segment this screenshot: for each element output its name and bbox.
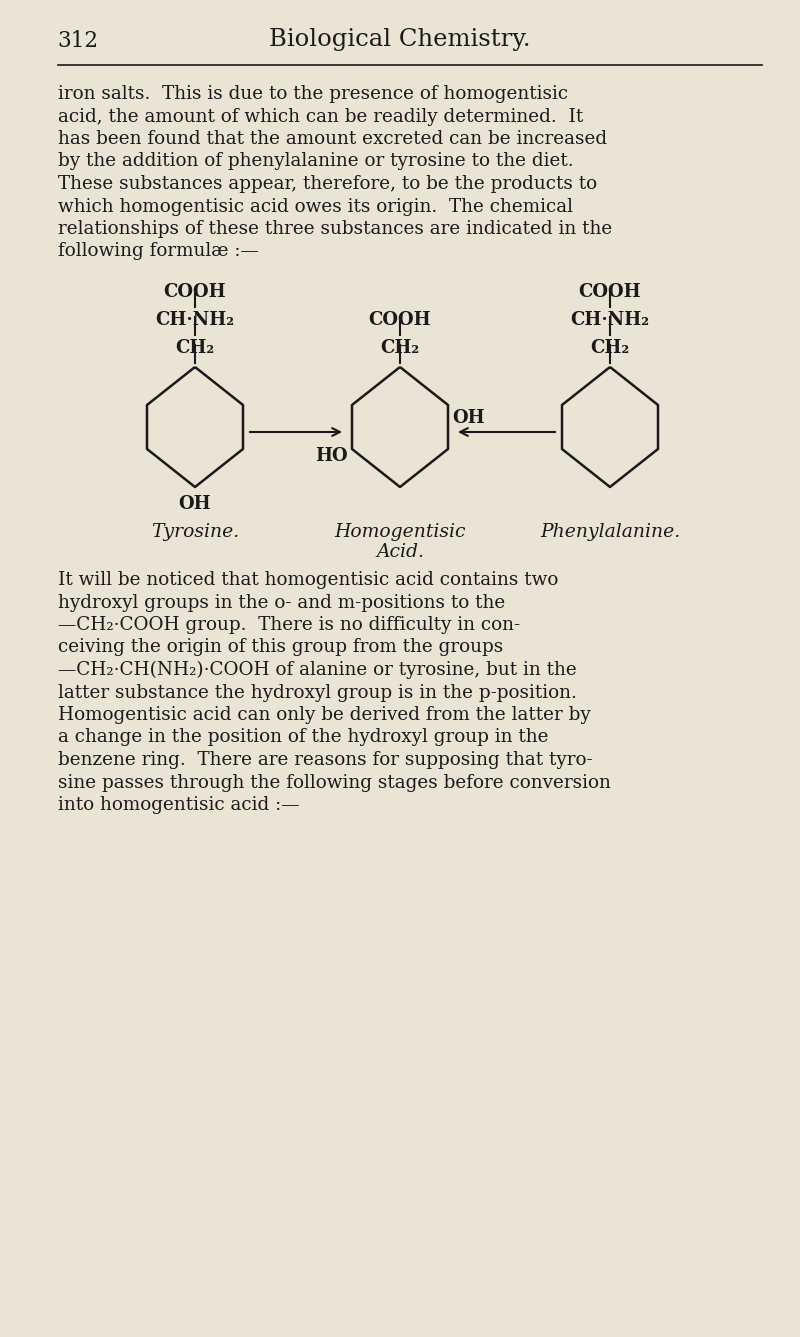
Text: 312: 312 <box>58 29 98 52</box>
Text: Homogentisic: Homogentisic <box>334 523 466 541</box>
Text: benzene ring.  There are reasons for supposing that tyro-: benzene ring. There are reasons for supp… <box>58 751 592 769</box>
Text: CH₂: CH₂ <box>590 340 630 357</box>
Text: iron salts.  This is due to the presence of homogentisic: iron salts. This is due to the presence … <box>58 86 568 103</box>
Text: COOH: COOH <box>164 283 226 301</box>
Text: a change in the position of the hydroxyl group in the: a change in the position of the hydroxyl… <box>58 729 548 746</box>
Text: relationships of these three substances are indicated in the: relationships of these three substances … <box>58 221 612 238</box>
Text: OH: OH <box>452 409 485 427</box>
Text: CH₂: CH₂ <box>380 340 420 357</box>
Text: Biological Chemistry.: Biological Chemistry. <box>270 28 530 51</box>
Text: following formulæ :—: following formulæ :— <box>58 242 258 261</box>
Text: CH₂: CH₂ <box>175 340 214 357</box>
Text: Phenylalanine.: Phenylalanine. <box>540 523 680 541</box>
Text: Acid.: Acid. <box>376 543 424 562</box>
Text: Homogentisic acid can only be derived from the latter by: Homogentisic acid can only be derived fr… <box>58 706 590 725</box>
Text: has been found that the amount excreted can be increased: has been found that the amount excreted … <box>58 130 606 148</box>
Text: COOH: COOH <box>578 283 642 301</box>
Text: CH·NH₂: CH·NH₂ <box>155 312 234 329</box>
Text: HO: HO <box>315 447 348 465</box>
Text: —CH₂·CH(NH₂)·COOH of alanine or tyrosine, but in the: —CH₂·CH(NH₂)·COOH of alanine or tyrosine… <box>58 660 576 679</box>
Text: sine passes through the following stages before conversion: sine passes through the following stages… <box>58 774 610 792</box>
Text: COOH: COOH <box>369 312 431 329</box>
Text: which homogentisic acid owes its origin.  The chemical: which homogentisic acid owes its origin.… <box>58 198 573 215</box>
Text: Tyrosine.: Tyrosine. <box>151 523 239 541</box>
Text: into homogentisic acid :—: into homogentisic acid :— <box>58 796 299 814</box>
Text: —CH₂·COOH group.  There is no difficulty in con-: —CH₂·COOH group. There is no difficulty … <box>58 616 520 634</box>
Text: These substances appear, therefore, to be the products to: These substances appear, therefore, to b… <box>58 175 597 193</box>
Text: ceiving the origin of this group from the groups: ceiving the origin of this group from th… <box>58 639 503 656</box>
Text: latter substance the hydroxyl group is in the p-position.: latter substance the hydroxyl group is i… <box>58 683 577 702</box>
Text: OH: OH <box>178 495 211 513</box>
Text: It will be noticed that homogentisic acid contains two: It will be noticed that homogentisic aci… <box>58 571 558 590</box>
Text: hydroxyl groups in the o- and m-positions to the: hydroxyl groups in the o- and m-position… <box>58 594 505 611</box>
Text: acid, the amount of which can be readily determined.  It: acid, the amount of which can be readily… <box>58 107 583 126</box>
Text: by the addition of phenylalanine or tyrosine to the diet.: by the addition of phenylalanine or tyro… <box>58 152 574 171</box>
Text: CH·NH₂: CH·NH₂ <box>570 312 650 329</box>
